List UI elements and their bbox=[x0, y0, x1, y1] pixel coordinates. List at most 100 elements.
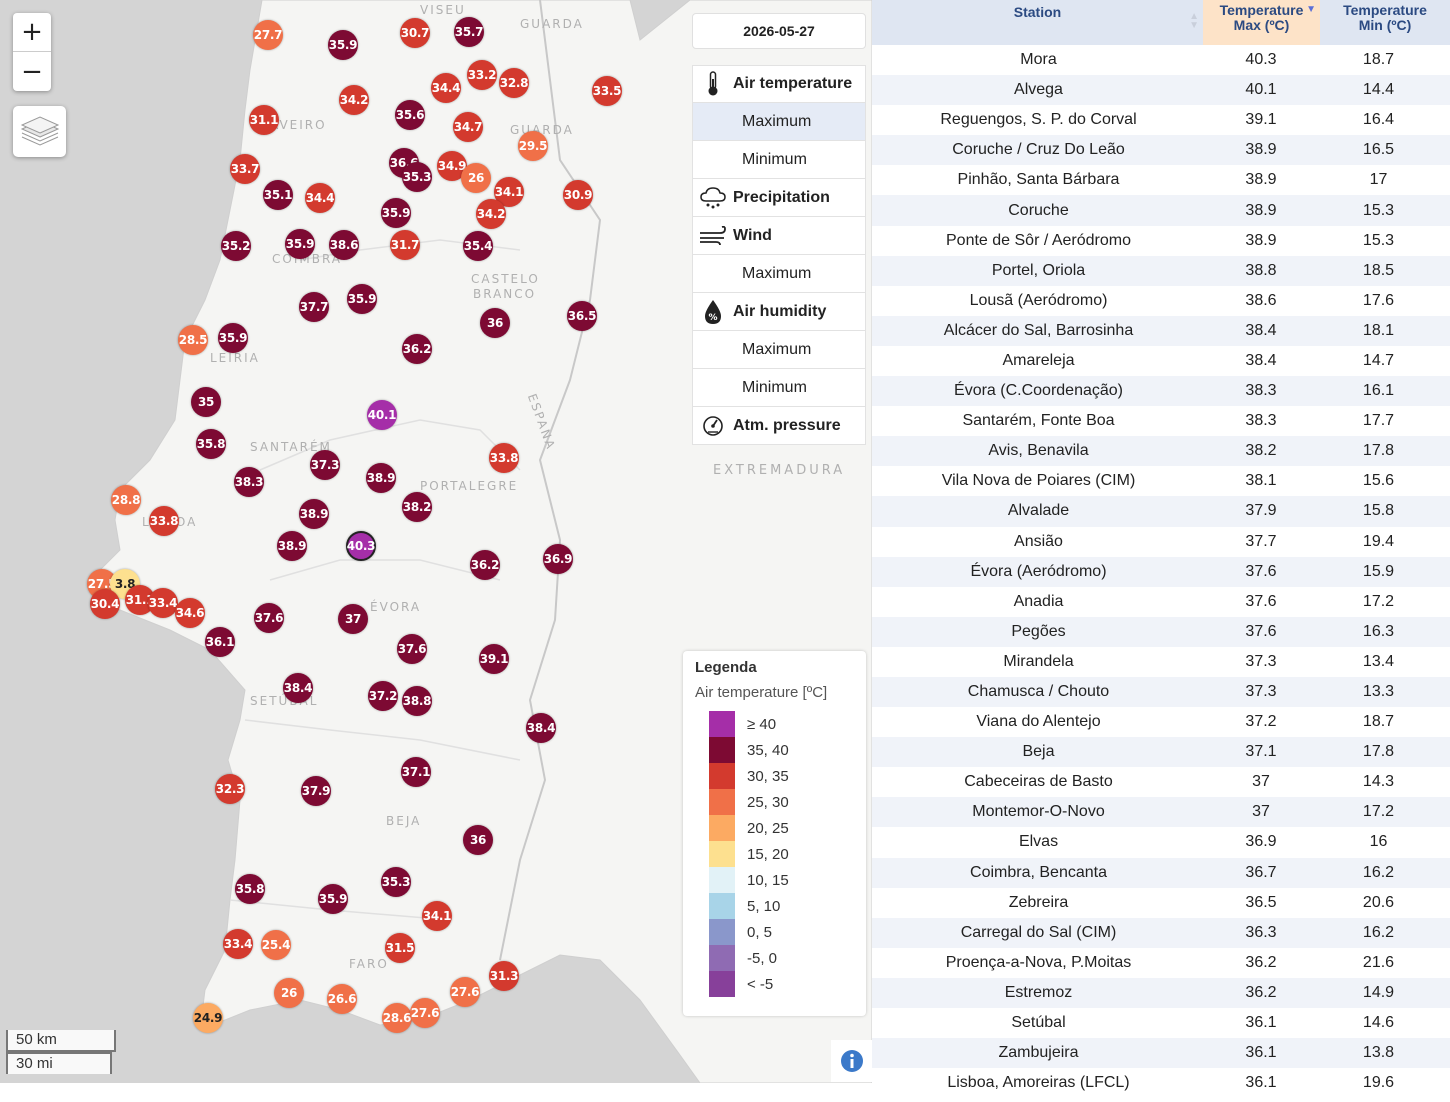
station-marker[interactable]: 38.2 bbox=[402, 492, 432, 522]
station-marker[interactable]: 38.3 bbox=[234, 467, 264, 497]
date-selector[interactable]: 2026-05-27 bbox=[692, 13, 866, 49]
variable-air-temperature[interactable]: Air temperature bbox=[692, 65, 866, 103]
variable-air-humidity-maximum[interactable]: Maximum bbox=[692, 331, 866, 369]
table-row[interactable]: Viana do Alentejo 37.2 18.7 bbox=[872, 707, 1450, 737]
station-marker[interactable]: 30.9 bbox=[563, 180, 593, 210]
station-marker[interactable]: 37.6 bbox=[254, 603, 284, 633]
table-row[interactable]: Zebreira 36.5 20.6 bbox=[872, 888, 1450, 918]
table-row[interactable]: Elvas 36.9 16 bbox=[872, 827, 1450, 857]
variable-air-humidity-minimum[interactable]: Minimum bbox=[692, 369, 866, 407]
station-marker[interactable]: 33.7 bbox=[230, 154, 260, 184]
table-row[interactable]: Mirandela 37.3 13.4 bbox=[872, 647, 1450, 677]
station-marker[interactable]: 33.4 bbox=[148, 588, 178, 618]
station-marker[interactable]: 31.5 bbox=[385, 933, 415, 963]
station-marker[interactable]: 37.9 bbox=[301, 776, 331, 806]
table-row[interactable]: Anadia 37.6 17.2 bbox=[872, 587, 1450, 617]
variable-air-temperature-minimum[interactable]: Minimum bbox=[692, 141, 866, 179]
station-marker[interactable]: 36.9 bbox=[543, 544, 573, 574]
station-marker[interactable]: 30.4 bbox=[90, 589, 120, 619]
station-marker[interactable]: 38.4 bbox=[283, 673, 313, 703]
station-marker[interactable]: 27.6 bbox=[410, 998, 440, 1028]
table-row[interactable]: Coruche 38.9 15.3 bbox=[872, 195, 1450, 226]
station-marker[interactable]: 34.6 bbox=[175, 598, 205, 628]
station-marker[interactable]: 32.3 bbox=[215, 774, 245, 804]
table-row[interactable]: Ponte de Sôr / Aeródromo 38.9 15.3 bbox=[872, 226, 1450, 256]
info-button[interactable] bbox=[831, 1040, 872, 1082]
station-marker[interactable]: 36.1 bbox=[205, 627, 235, 657]
station-marker[interactable]: 38.9 bbox=[299, 499, 329, 529]
column-temperature-min[interactable]: Temperature Min (ºC) bbox=[1320, 0, 1450, 45]
station-marker[interactable]: 40.3 bbox=[346, 531, 376, 561]
table-row[interactable]: Évora (Aeródromo) 37.6 15.9 bbox=[872, 556, 1450, 587]
station-marker[interactable]: 35.1 bbox=[263, 180, 293, 210]
station-marker[interactable]: 35.9 bbox=[318, 884, 348, 914]
table-row[interactable]: Évora (C.Coordenação) 38.3 16.1 bbox=[872, 376, 1450, 407]
station-marker[interactable]: 28.6 bbox=[382, 1003, 412, 1033]
station-marker[interactable]: 37.2 bbox=[368, 681, 398, 711]
station-marker[interactable]: 37.7 bbox=[299, 292, 329, 322]
station-marker[interactable]: 34.4 bbox=[305, 183, 335, 213]
station-marker[interactable]: 37 bbox=[338, 604, 368, 634]
station-marker[interactable]: 33.8 bbox=[489, 443, 519, 473]
station-marker[interactable]: 31.1 bbox=[249, 105, 279, 135]
table-row[interactable]: Setúbal 36.1 14.6 bbox=[872, 1008, 1450, 1038]
station-marker[interactable]: 28.8 bbox=[111, 485, 141, 515]
station-marker[interactable]: 26 bbox=[274, 978, 304, 1008]
station-marker[interactable]: 35.6 bbox=[395, 100, 425, 130]
table-row[interactable]: Mora 40.3 18.7 bbox=[872, 45, 1450, 75]
table-row[interactable]: Montemor-O-Novo 37 17.2 bbox=[872, 797, 1450, 828]
station-marker[interactable]: 35.7 bbox=[454, 17, 484, 47]
station-marker[interactable]: 38.9 bbox=[277, 531, 307, 561]
station-marker[interactable]: 34.1 bbox=[422, 901, 452, 931]
table-row[interactable]: Amareleja 38.4 14.7 bbox=[872, 346, 1450, 376]
station-marker[interactable]: 37.6 bbox=[397, 634, 427, 664]
variable-air-humidity[interactable]: % Air humidity bbox=[692, 293, 866, 331]
station-marker[interactable]: 33.5 bbox=[592, 76, 622, 106]
station-marker[interactable]: 33.8 bbox=[149, 506, 179, 536]
table-row[interactable]: Carregal do Sal (CIM) 36.3 16.2 bbox=[872, 917, 1450, 948]
zoom-out-button[interactable]: − bbox=[21, 56, 43, 87]
table-row[interactable]: Santarém, Fonte Boa 38.3 17.7 bbox=[872, 406, 1450, 436]
table-row[interactable]: Avis, Benavila 38.2 17.8 bbox=[872, 436, 1450, 467]
column-station[interactable]: Station ▲ ▼ bbox=[872, 0, 1203, 45]
layers-button[interactable] bbox=[13, 106, 66, 157]
table-row[interactable]: Alcácer do Sal, Barrosinha 38.4 18.1 bbox=[872, 315, 1450, 346]
station-marker[interactable]: 35.9 bbox=[218, 323, 248, 353]
station-marker[interactable]: 36.5 bbox=[567, 301, 597, 331]
station-marker[interactable]: 28.5 bbox=[178, 325, 208, 355]
table-row[interactable]: Proença-a-Nova, P.Moitas 36.2 21.6 bbox=[872, 948, 1450, 978]
variable-wind[interactable]: Wind bbox=[692, 217, 866, 255]
station-marker[interactable]: 35.4 bbox=[463, 231, 493, 261]
station-marker[interactable]: 34.4 bbox=[431, 73, 461, 103]
station-marker[interactable]: 25.4 bbox=[261, 930, 291, 960]
station-marker[interactable]: 35.3 bbox=[381, 867, 411, 897]
station-marker[interactable]: 26.6 bbox=[327, 984, 357, 1014]
station-marker[interactable]: 34.2 bbox=[476, 199, 506, 229]
station-marker[interactable]: 35.2 bbox=[221, 231, 251, 261]
station-marker[interactable]: 27.7 bbox=[253, 20, 283, 50]
station-marker[interactable]: 33.2 bbox=[467, 60, 497, 90]
station-marker[interactable]: 40.1 bbox=[367, 400, 397, 430]
station-marker[interactable]: 36 bbox=[463, 825, 493, 855]
table-row[interactable]: Zambujeira 36.1 13.8 bbox=[872, 1038, 1450, 1069]
station-marker[interactable]: 26 bbox=[461, 163, 491, 193]
table-row[interactable]: Pegões 37.6 16.3 bbox=[872, 616, 1450, 647]
station-marker[interactable]: 36.2 bbox=[402, 334, 432, 364]
station-marker[interactable]: 35.9 bbox=[347, 284, 377, 314]
station-marker[interactable]: 36.2 bbox=[470, 550, 500, 580]
station-marker[interactable]: 38.9 bbox=[366, 463, 396, 493]
station-marker[interactable]: 35.8 bbox=[235, 874, 265, 904]
table-row[interactable]: Pinhão, Santa Bárbara 38.9 17 bbox=[872, 165, 1450, 195]
station-marker[interactable]: 38.6 bbox=[329, 230, 359, 260]
station-marker[interactable]: 38.8 bbox=[402, 686, 432, 716]
station-marker[interactable]: 30.7 bbox=[400, 18, 430, 48]
variable-precipitation[interactable]: Precipitation bbox=[692, 179, 866, 217]
table-row[interactable]: Coruche / Cruz Do Leão 38.9 16.5 bbox=[872, 135, 1450, 166]
station-marker[interactable]: 31.7 bbox=[390, 230, 420, 260]
map[interactable]: VISEU GUARDA AVEIRO GUARDA COIMBRA CASTE… bbox=[0, 0, 872, 1083]
station-marker[interactable]: 33.4 bbox=[223, 929, 253, 959]
table-row[interactable]: Coimbra, Bencanta 36.7 16.2 bbox=[872, 857, 1450, 888]
table-row[interactable]: Alvalade 37.9 15.8 bbox=[872, 496, 1450, 527]
table-row[interactable]: Vila Nova de Poiares (CIM) 38.1 15.6 bbox=[872, 466, 1450, 496]
station-marker[interactable]: 35 bbox=[191, 387, 221, 417]
